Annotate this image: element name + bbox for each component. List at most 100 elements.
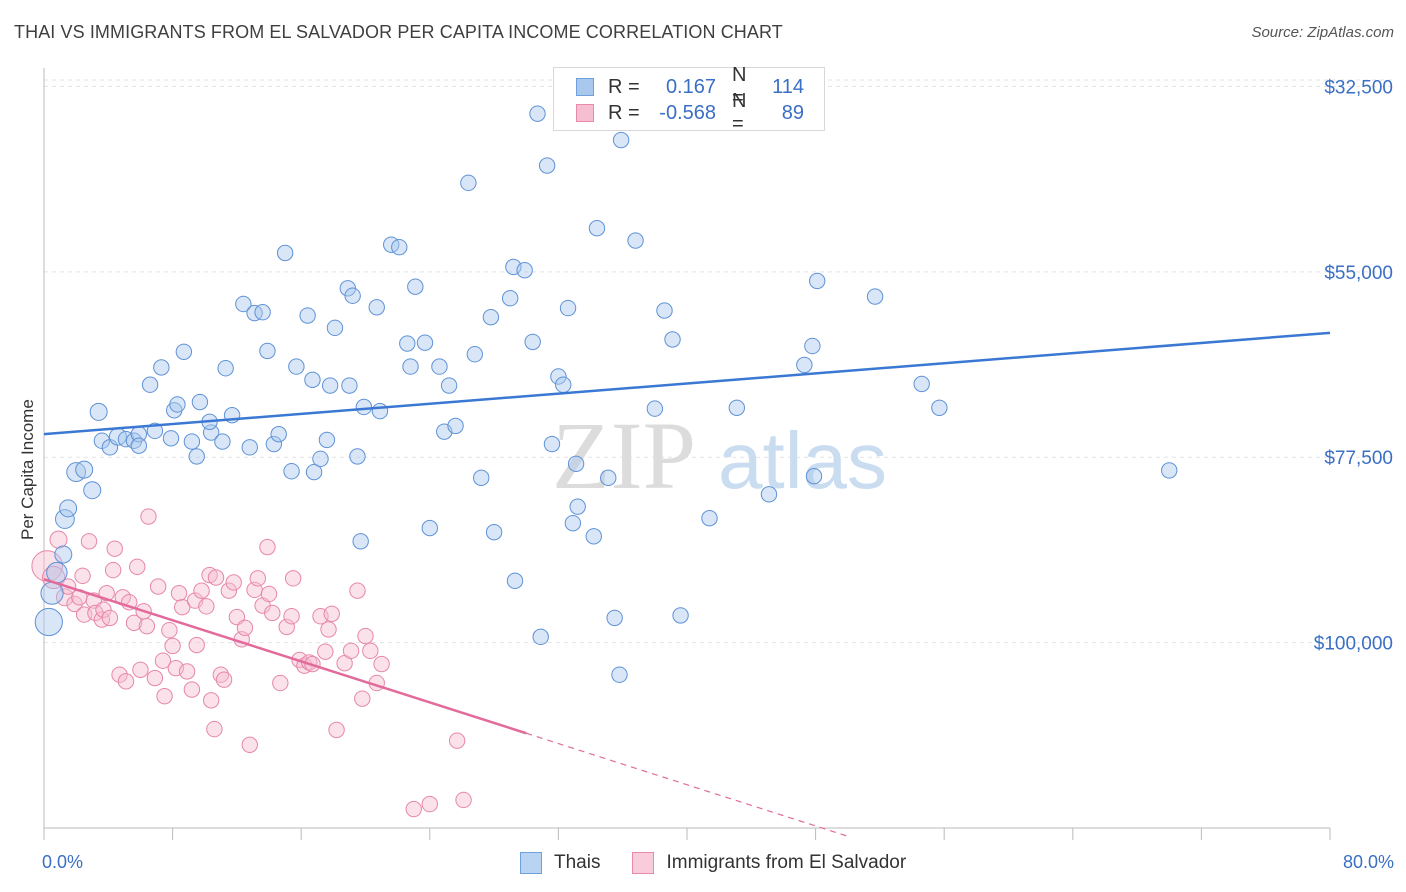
salvador-trend-line: [43, 577, 527, 735]
correlation-legend: R = 0.167 N = 114 R = -0.568 N = 89: [553, 64, 825, 135]
salvador-point: [111, 666, 128, 683]
salvador-point: [138, 617, 156, 635]
series-label-thais: Thais: [554, 852, 601, 873]
thais-point: [146, 422, 164, 440]
thais-point: [627, 232, 644, 249]
legend-r-label: R =: [608, 101, 640, 124]
salvador-point: [164, 637, 181, 655]
y-tick-label: $32,500: [1324, 77, 1393, 98]
salvador-point: [405, 800, 422, 818]
salvador-point: [132, 661, 149, 679]
salvador-point: [455, 791, 472, 809]
thais-point: [701, 510, 718, 527]
salvador-point: [283, 608, 300, 625]
series-label-salvador: Immigrants from El Salvador: [666, 852, 907, 873]
thais-point: [866, 288, 884, 305]
thais-point: [344, 287, 361, 304]
gridlines: [44, 79, 1395, 644]
thais-point: [399, 335, 416, 352]
thais-point: [191, 393, 209, 411]
salvador-point: [106, 540, 123, 557]
thais-point: [550, 368, 567, 385]
thais-point: [506, 572, 524, 590]
salvador-point: [146, 669, 164, 687]
thais-point: [612, 131, 630, 149]
watermark: ZIP atlas: [552, 402, 887, 509]
thais-point: [217, 360, 234, 377]
salvador-point: [149, 578, 167, 595]
x-axis-max-label: 80.0%: [1342, 852, 1394, 872]
salvador-point: [357, 627, 374, 645]
salvador-point: [212, 666, 230, 683]
series-legend-thais[interactable]: Thais: [520, 852, 600, 874]
thais-point: [214, 433, 231, 450]
salvador-point: [317, 643, 334, 660]
thais-point: [54, 545, 73, 564]
thais-point: [188, 448, 205, 465]
salvador-point: [161, 622, 178, 639]
thais-point: [606, 609, 623, 627]
salvador-point: [154, 652, 172, 669]
legend-n-label: N =: [732, 90, 747, 135]
salvador-point: [156, 687, 173, 705]
thais-point: [141, 376, 159, 393]
trend-lines: [43, 331, 1331, 837]
thais-point: [555, 376, 572, 393]
thais-point: [169, 396, 186, 413]
salvador-point: [354, 690, 371, 707]
thais-point: [913, 375, 930, 393]
thais-trend-line: [43, 331, 1331, 436]
thais-point: [529, 105, 546, 122]
salvador-point: [421, 795, 438, 813]
thais-point: [183, 433, 201, 450]
thais-point: [83, 481, 102, 500]
salvador-point: [206, 720, 223, 738]
salvador-point: [174, 598, 191, 616]
salvador-point: [49, 530, 68, 549]
thais-point: [304, 371, 321, 388]
thais-point: [288, 358, 305, 375]
thais-point: [485, 524, 503, 541]
salvador-trend-extension: [526, 732, 848, 837]
legend-swatch-thais: [576, 78, 594, 96]
watermark-atlas: atlas: [718, 416, 887, 505]
thais-point: [664, 331, 681, 348]
salvador-point: [323, 605, 340, 622]
thais-point: [341, 377, 358, 394]
thais-point: [1161, 462, 1178, 479]
thais-point: [416, 334, 434, 351]
thais-point: [391, 238, 408, 256]
x-axis-min-label: 0.0%: [42, 852, 84, 872]
thais-point: [482, 308, 500, 326]
thais-points: [34, 105, 1178, 683]
thais-point: [283, 463, 300, 480]
salvador-point: [215, 671, 233, 688]
legend-r-value: -0.568: [659, 101, 716, 124]
thais-point: [805, 467, 823, 485]
salvador-point: [201, 566, 218, 584]
y-tick-labels: $100,000 $77,500 $55,000 $32,500: [1314, 77, 1393, 654]
salvador-point: [193, 582, 210, 599]
thais-point: [265, 435, 283, 453]
salvador-point: [342, 642, 360, 660]
legend-n-label: N =: [732, 64, 747, 109]
legend-r-value: 0.167: [665, 75, 716, 98]
thais-point: [440, 377, 458, 394]
salvador-point: [125, 614, 143, 632]
salvador-point: [349, 582, 366, 599]
salvador-point: [260, 585, 278, 603]
thais-point: [543, 435, 561, 453]
salvador-point: [87, 604, 104, 622]
thais-point: [564, 514, 582, 532]
series-legend-salvador[interactable]: Immigrants from El Salvador: [632, 852, 906, 874]
salvador-point: [80, 533, 98, 550]
salvador-point: [183, 681, 201, 698]
salvador-point: [207, 569, 225, 586]
thais-point: [466, 346, 484, 363]
thais-point: [352, 533, 369, 550]
thais-point: [532, 628, 549, 646]
salvador-points: [31, 508, 472, 818]
thais-point: [567, 455, 585, 473]
thais-point: [421, 519, 438, 537]
